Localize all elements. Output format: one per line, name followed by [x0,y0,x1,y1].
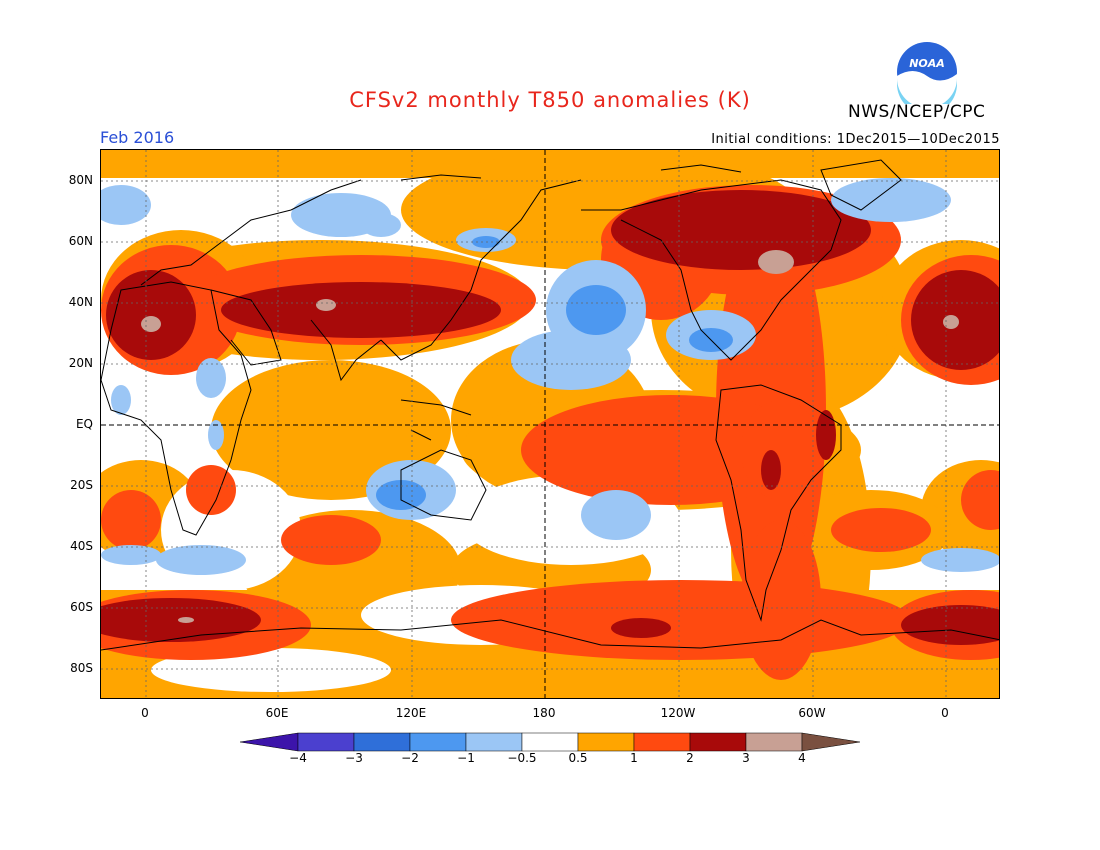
organization-label: NWS/NCEP/CPC [848,102,986,122]
colorbar-label: −0.5 [507,751,537,765]
svg-text:NOAA: NOAA [909,57,945,70]
equator-dateline [101,150,999,698]
lon-label: 60E [265,706,289,720]
lat-label: 60N [68,234,93,248]
colorbar-label: 0.5 [568,751,588,765]
lat-label: 80S [70,661,93,675]
lat-label: 40N [68,295,93,309]
lon-label: 120E [395,706,427,720]
colorbar-swatch [689,732,747,752]
colorbar-swatch [297,732,355,752]
colorbar-swatch [745,732,803,752]
lat-label: 60S [70,600,93,614]
lat-label: 40S [70,539,93,553]
colorbar-swatch [577,732,635,752]
anomaly-map [100,149,1000,699]
colorbar-label: −4 [289,751,307,765]
colorbar-swatch [465,732,523,752]
colorbar [239,732,861,756]
forecast-month: Feb 2016 [100,128,175,147]
anomaly-field-warm-4 [141,250,959,623]
colorbar-label: −1 [457,751,475,765]
map-title: CFSv2 monthly T850 anomalies (K) [349,88,751,112]
anomaly-field-warm-3 [101,190,999,645]
colorbar-label: −3 [345,751,363,765]
colorbar-swatch [409,732,467,752]
lat-label: 80N [68,173,93,187]
lon-label: 60W [798,706,826,720]
colorbar-label: 3 [742,751,750,765]
colorbar-label: 2 [686,751,694,765]
coastlines [101,159,999,651]
initial-conditions: Initial conditions: 1Dec2015—10Dec2015 [711,132,1000,147]
lon-label: 0 [941,706,949,720]
colorbar-label: −2 [401,751,419,765]
lon-label: 180 [532,706,556,720]
noaa-logo: NOAA [895,40,959,114]
lon-label: 120W [660,706,696,720]
lon-label: 0 [141,706,149,720]
colorbar-swatch [521,732,579,752]
colorbar-swatch [239,732,299,752]
colorbar-label: 1 [630,751,638,765]
lat-label: 20N [68,356,93,370]
colorbar-label: 4 [798,751,806,765]
lat-label: EQ [75,417,93,431]
colorbar-swatch [801,732,861,752]
colorbar-swatch [353,732,411,752]
colorbar-swatch [633,732,691,752]
lat-label: 20S [70,478,93,492]
